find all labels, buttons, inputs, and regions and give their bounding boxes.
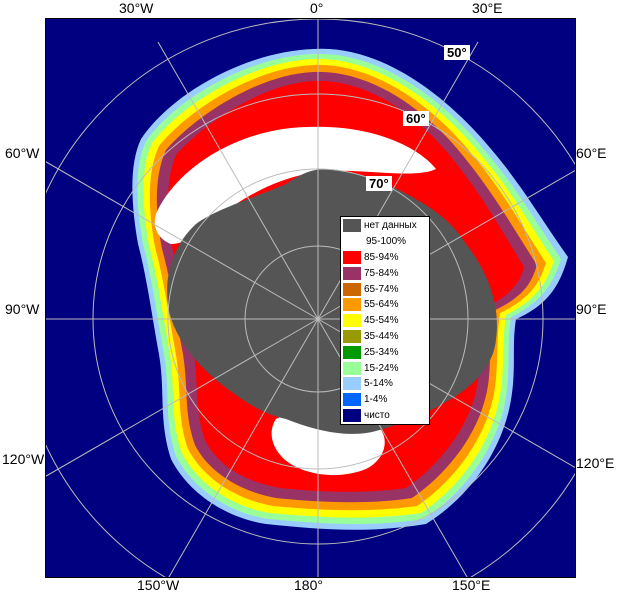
legend-label: нет данных	[364, 220, 417, 232]
legend-swatch	[343, 298, 361, 312]
lon-label-30e: 30°E	[472, 0, 503, 16]
legend-swatch	[343, 219, 361, 233]
lat-label-60: 60°	[403, 111, 429, 126]
lon-label-120e: 120°E	[576, 455, 615, 471]
legend-label: 45-54%	[364, 315, 399, 327]
legend-item: 45-54%	[341, 313, 429, 329]
legend-item: 55-64%	[341, 297, 429, 313]
legend-item: чисто	[341, 408, 429, 424]
legend-swatch	[343, 408, 361, 422]
legend-swatch	[343, 393, 361, 407]
lon-label-60w: 60°W	[5, 145, 40, 161]
legend-label: 15-24%	[364, 362, 399, 374]
legend-swatch	[343, 250, 361, 264]
lon-label-60e: 60°E	[576, 145, 607, 161]
legend-label: 65-74%	[364, 283, 399, 295]
lat-label-50: 50°	[444, 45, 470, 60]
legend-label: 25-34%	[364, 346, 399, 358]
legend-item: 35-44%	[341, 329, 429, 345]
legend-label: 95-100%	[366, 236, 407, 248]
legend-item: 85-94%	[341, 250, 429, 266]
legend-item: 65-74%	[341, 281, 429, 297]
lon-label-30w: 30°W	[119, 0, 154, 16]
legend-swatch	[343, 377, 361, 391]
legend-item: 15-24%	[341, 360, 429, 376]
legend-item: 5-14%	[341, 376, 429, 392]
lat-label-70: 70°	[366, 176, 392, 191]
legend-label: 85-94%	[364, 251, 399, 263]
legend-item: 25-34%	[341, 344, 429, 360]
lon-label-150e: 150°E	[452, 577, 491, 593]
lon-label-180: 180°	[294, 577, 323, 593]
legend-swatch	[343, 345, 361, 359]
sea-ice-map	[45, 18, 576, 578]
legend-label: 1-4%	[364, 394, 388, 406]
legend-swatch	[343, 314, 361, 328]
legend-swatch	[343, 266, 361, 280]
concentration-legend: нет данных 95-100% 85-94% 75-84% 65-74% 55-64…	[340, 216, 430, 426]
legend-swatch	[343, 361, 361, 375]
legend-label: чисто	[364, 409, 390, 421]
ice-white-north	[154, 126, 436, 244]
lon-label-120w: 120°W	[2, 451, 45, 467]
lon-label-90w: 90°W	[5, 301, 40, 317]
legend-item: нет данных	[341, 218, 429, 234]
legend-label: 5-14%	[364, 378, 393, 390]
legend-label: 35-44%	[364, 330, 399, 342]
legend-swatch	[343, 329, 361, 343]
legend-item: 75-84%	[341, 265, 429, 281]
legend-swatch	[343, 282, 361, 296]
lon-label-90e: 90°E	[576, 301, 607, 317]
legend-label: 75-84%	[364, 267, 399, 279]
legend-item: 95-100%	[341, 234, 429, 250]
legend-item: 1-4%	[341, 392, 429, 408]
lon-label-150w: 150°W	[137, 577, 180, 593]
lon-label-0: 0°	[310, 0, 324, 16]
legend-label: 55-64%	[364, 299, 399, 311]
legend-swatch	[343, 234, 363, 250]
